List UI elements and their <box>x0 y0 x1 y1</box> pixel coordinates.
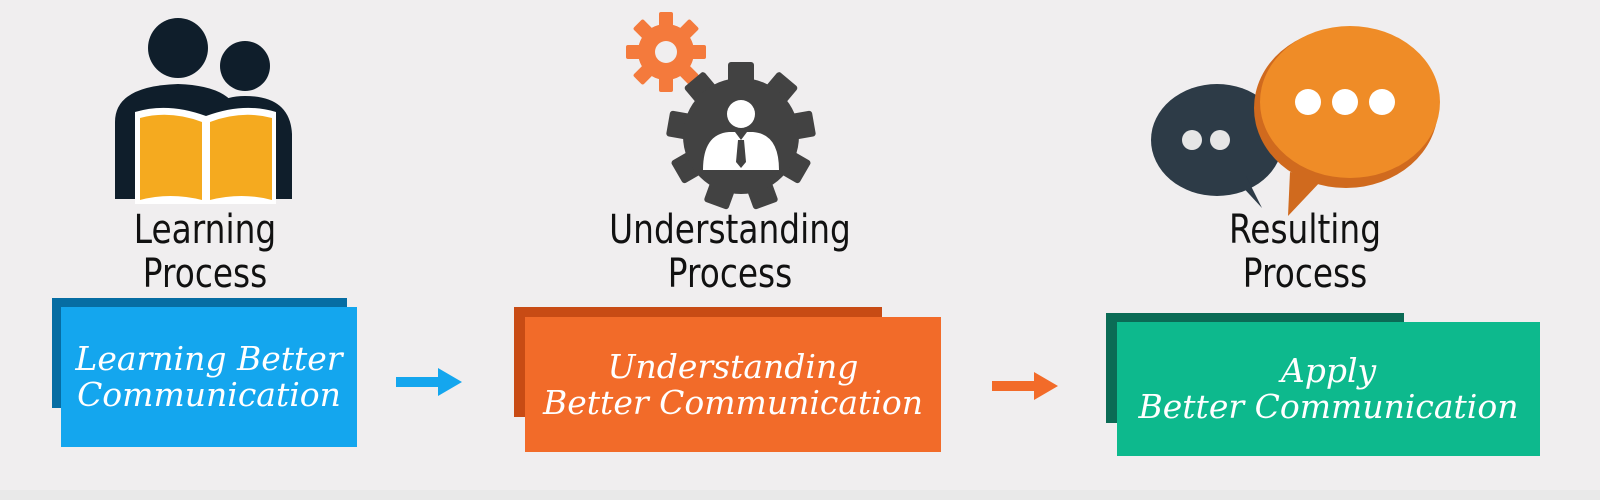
stage-title-line: Learning <box>133 207 277 253</box>
stage-title-line: Resulting <box>1228 207 1382 253</box>
stage-title-line: Process <box>667 251 793 297</box>
arrow-right-icon <box>396 368 462 396</box>
box-apply-better-communication: Apply Better Communication <box>1117 322 1540 456</box>
box-text-line: Better Communication <box>1138 387 1519 426</box>
box-text-line: Communication <box>77 375 341 414</box>
stage-title-understanding: Understanding Process <box>591 208 870 296</box>
stage-title-line: Understanding <box>609 207 851 253</box>
box-text-line: Learning Better <box>75 339 343 378</box>
box-learning-better-communication: Learning Better Communication <box>61 307 357 447</box>
gear-businessman-icon <box>626 12 816 210</box>
box-understanding-better-communication: Understanding Better Communication <box>525 317 941 452</box>
stage-title-learning: Learning Process <box>103 208 308 296</box>
people-reading-book-icon <box>115 18 292 204</box>
stage-title-line: Process <box>1242 251 1368 297</box>
box-text-line: Better Communication <box>543 382 923 422</box>
arrow-right-icon <box>992 372 1058 400</box>
speech-bubbles-icon <box>1151 26 1440 216</box>
stage-title-line: Process <box>142 251 268 297</box>
box-text-line: Understanding <box>607 346 859 386</box>
stage-title-resulting: Resulting Process <box>1194 208 1415 296</box>
box-text-line: Apply <box>1280 351 1377 390</box>
